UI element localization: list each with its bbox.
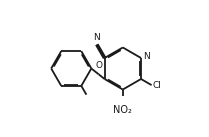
Text: N: N: [143, 52, 150, 61]
Text: Cl: Cl: [152, 81, 161, 90]
Text: NO₂: NO₂: [113, 105, 132, 115]
Text: O: O: [95, 62, 102, 70]
Text: N: N: [93, 33, 99, 42]
